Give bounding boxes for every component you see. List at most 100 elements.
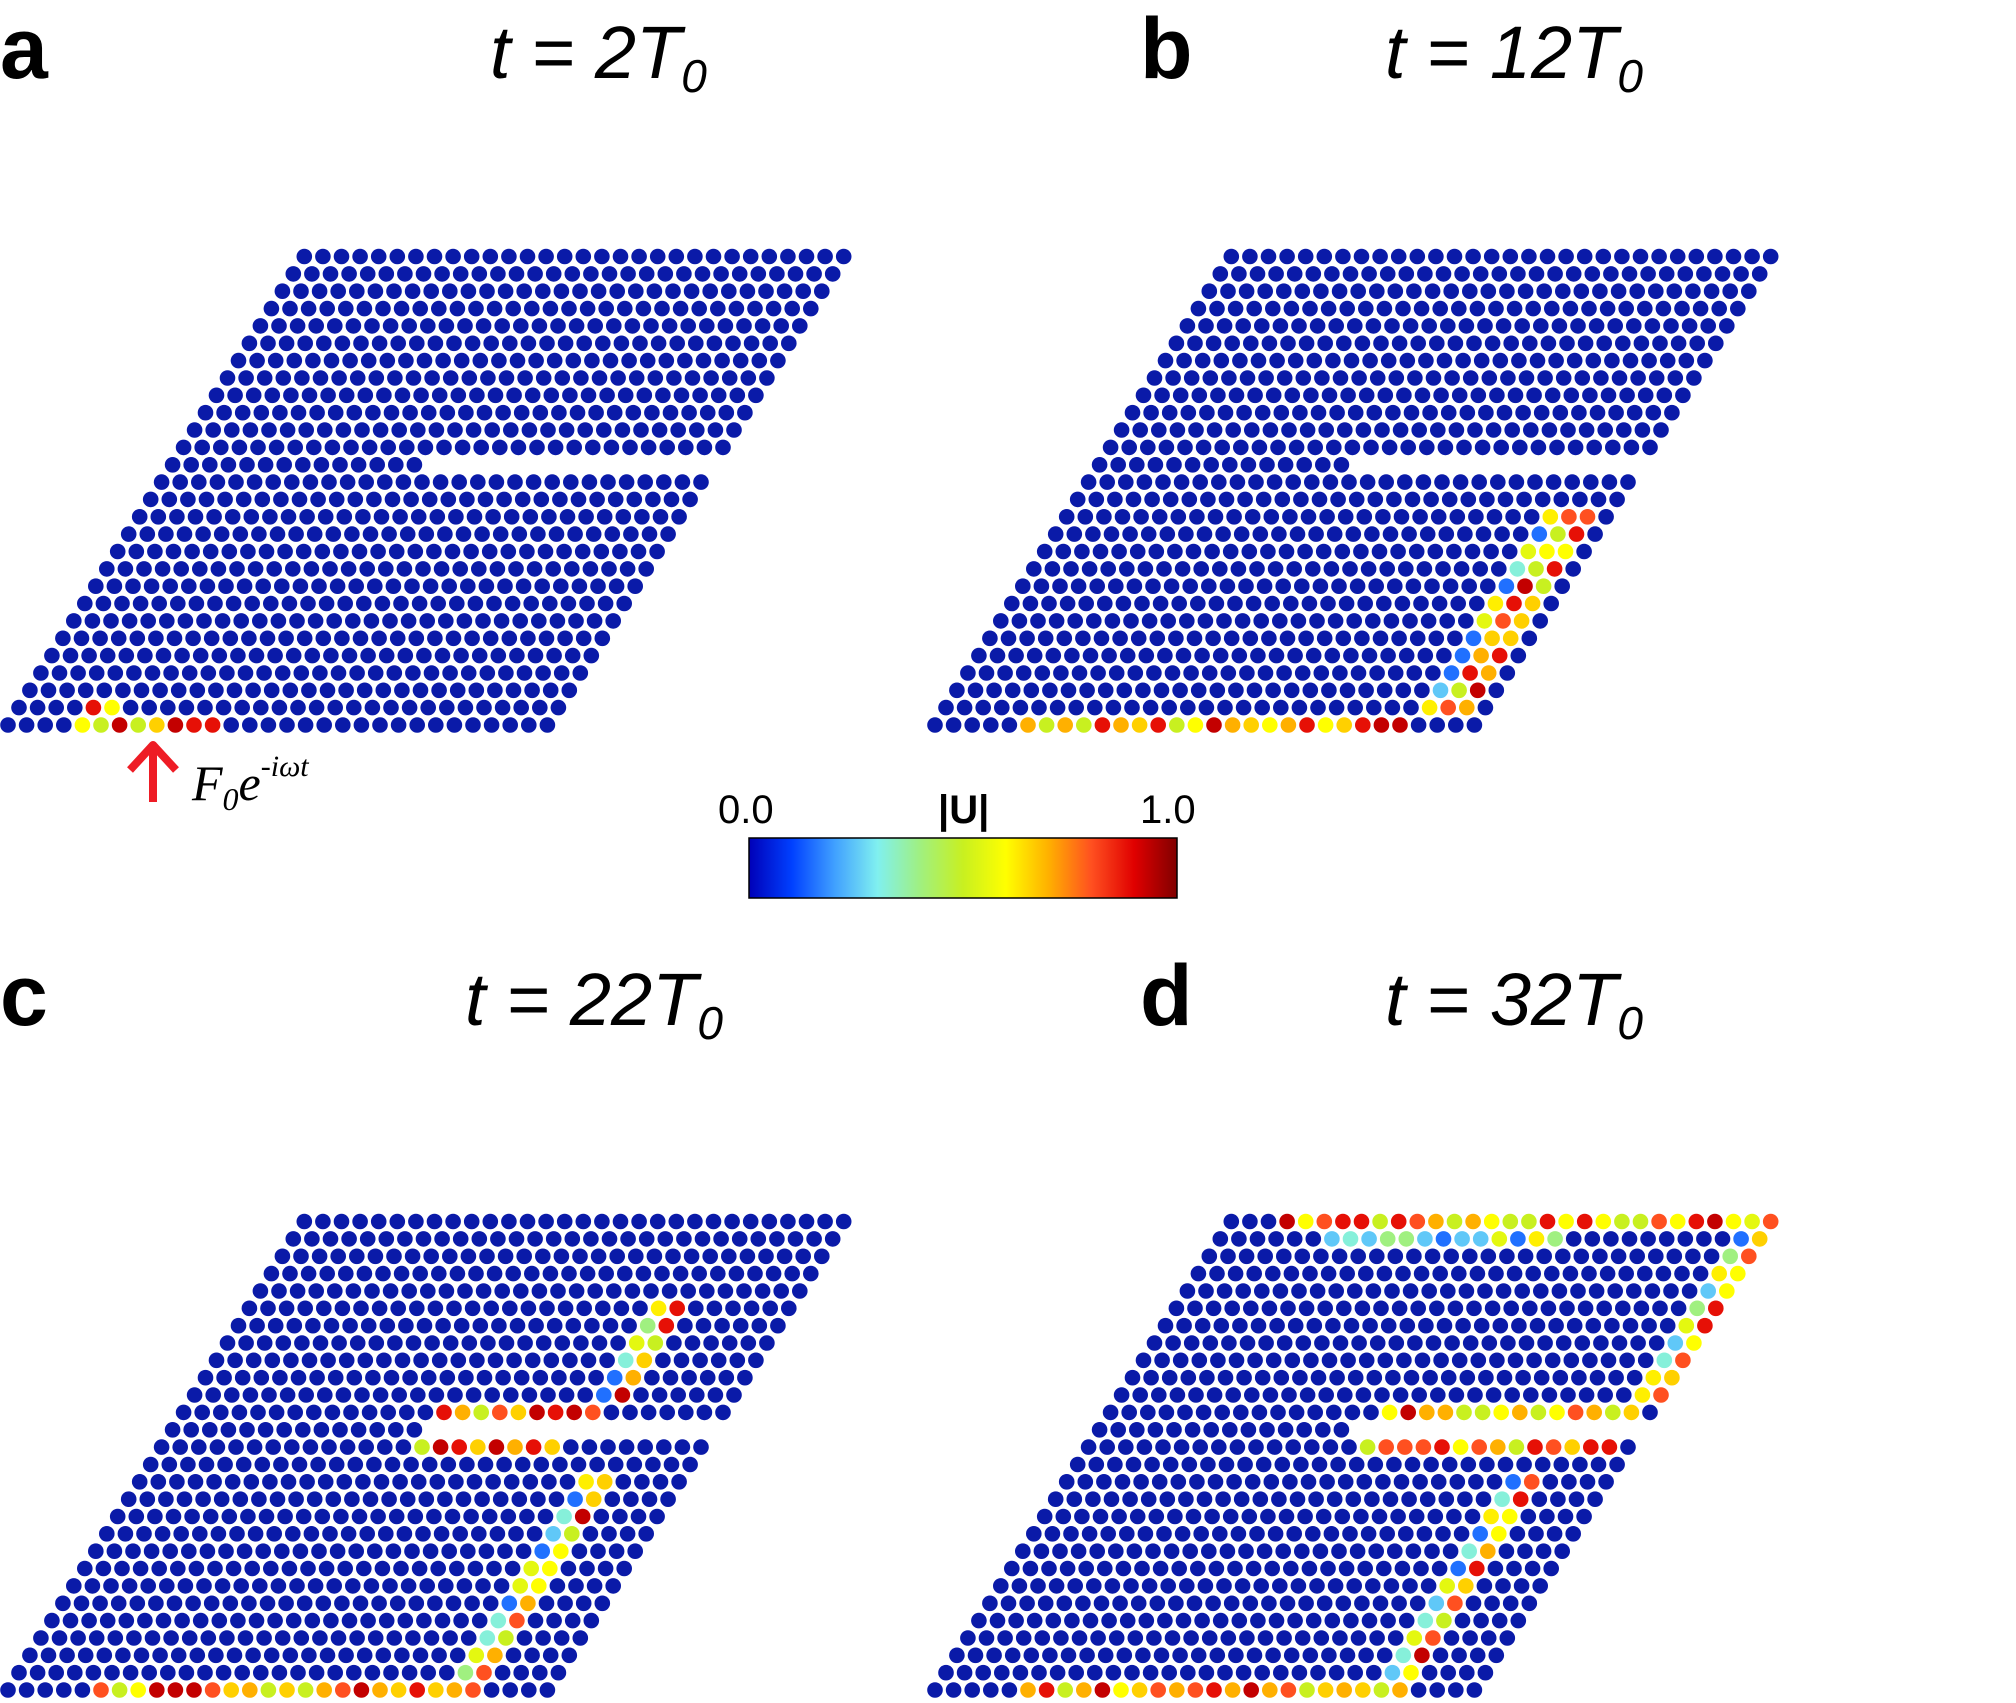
lattice-site [323,647,339,664]
lattice-site [776,283,793,300]
lattice-site [1568,1491,1585,1507]
lattice-site [405,665,421,681]
lattice-site [1423,1456,1439,1473]
lattice-site [73,630,90,647]
lattice-site [1520,1508,1537,1525]
lattice-site [293,283,309,300]
lattice-site [726,1387,742,1403]
excited-site [1187,717,1204,733]
lattice-site [1430,422,1446,438]
excited-site [1664,1369,1680,1386]
lattice-site [1443,1630,1460,1646]
lattice-site [121,1578,138,1594]
lattice-site [1696,1231,1712,1247]
lattice-site [11,1664,27,1681]
lattice-site [353,1300,369,1317]
lattice-site [1644,1283,1661,1299]
lattice-site [692,387,708,404]
lattice-site [1114,1474,1131,1490]
lattice-site [1255,491,1272,508]
lattice-site [1406,1248,1422,1265]
lattice-site [1158,439,1175,456]
lattice-site [1623,439,1640,456]
lattice-site [1070,1543,1087,1559]
lattice-site [1253,613,1269,629]
lattice-site [1235,1283,1251,1299]
lattice-site [707,422,724,438]
lattice-site [1375,509,1391,525]
excited-site [1688,1213,1705,1230]
lattice-site [306,1404,322,1421]
lattice-site [671,1474,687,1490]
lattice-site [1245,1560,1262,1577]
lattice-site [1226,1474,1242,1490]
lattice-site [551,1369,567,1386]
lattice-site [705,1213,722,1230]
lattice-site [1334,1508,1351,1525]
lattice-site [572,1630,589,1646]
lattice-site [1015,1630,1032,1646]
lattice-site [388,543,405,560]
lattice-site [320,1352,336,1369]
lattice-site [1442,1543,1459,1559]
lattice-site [710,1352,727,1369]
lattice-site [1265,387,1282,404]
lattice-site [248,1612,265,1629]
lattice-site [92,1595,108,1612]
lattice-site [1565,266,1582,282]
lattice-site [579,1560,595,1577]
lattice-site [1576,543,1592,560]
lattice-site [1001,717,1018,733]
lattice-site [564,647,581,664]
lattice-site [1339,1265,1355,1282]
lattice-site [56,717,72,733]
lattice-site [1373,335,1389,352]
excited-site [1586,1404,1602,1421]
lattice-site [1632,248,1649,265]
lattice-site [1432,1647,1449,1664]
lattice-site [1192,1439,1208,1455]
lattice-site [162,1543,178,1559]
lattice-site [579,300,596,317]
excited-site [104,699,120,716]
lattice-site [300,1265,317,1282]
lattice-site [1242,248,1258,265]
lattice-site [1277,457,1294,473]
lattice-site [56,1682,72,1698]
lattice-site [1011,1578,1028,1594]
lattice-site [345,613,361,629]
lattice-site [1254,699,1270,716]
lattice-site [1576,1508,1592,1525]
lattice-site [197,699,213,716]
lattice-site [1448,717,1464,733]
lattice-site [472,352,489,369]
lattice-site [1136,474,1153,490]
lattice-site [132,595,149,612]
excited-site [1373,717,1390,733]
lattice-site [378,1526,394,1542]
lattice-site [141,1664,157,1681]
lattice-site [531,1283,548,1299]
lattice-site [183,457,199,473]
lattice-site [402,404,418,421]
lattice-site [1058,509,1075,525]
lattice-site [1222,457,1238,473]
lattice-site [1248,1439,1264,1455]
lattice-site [330,283,347,300]
lattice-site [286,1317,303,1334]
lattice-site [1254,1664,1270,1681]
lattice-site [1168,335,1185,352]
lattice-site [599,387,615,404]
excited-site [614,1387,631,1403]
lattice-site [1096,1474,1112,1490]
excited-site [1719,1283,1735,1299]
lattice-site [1565,561,1581,577]
lattice-site [658,352,675,369]
lattice-site [1276,370,1293,386]
lattice-site [1260,248,1277,265]
lattice-site [1180,699,1196,716]
excited-site [1521,1213,1537,1230]
lattice-site [1337,509,1354,525]
lattice-site [1164,665,1181,681]
lattice-site [1669,248,1686,265]
